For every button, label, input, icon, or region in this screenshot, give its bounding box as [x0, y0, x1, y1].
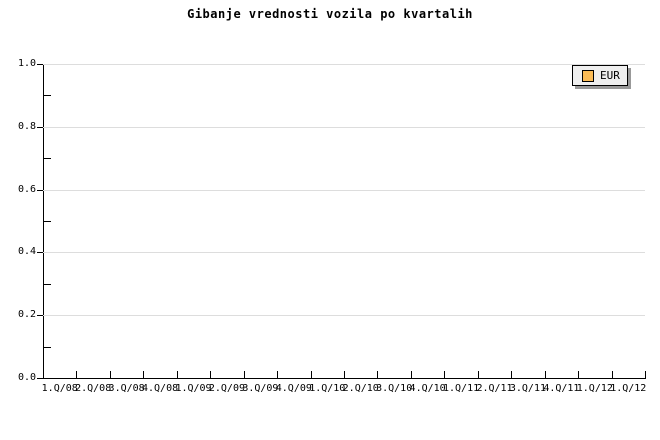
x-axis-tick-label: 3.Q/08 [108, 383, 145, 394]
gridline [43, 64, 645, 65]
x-axis-tick-label: 4.Q/09 [275, 383, 312, 394]
x-axis-tick [612, 371, 613, 378]
x-axis-tick-label: 1.Q/12 [610, 383, 647, 394]
x-axis-tick [478, 371, 479, 378]
x-axis-tick-label: 1.Q/12 [576, 383, 613, 394]
y-axis-tick-label: 0.0 [17, 372, 36, 383]
x-axis-tick-label: 2.Q/09 [208, 383, 245, 394]
x-axis-tick [177, 371, 178, 378]
x-axis-tick-label: 1.Q/11 [442, 383, 480, 394]
gridline [43, 315, 645, 316]
y-axis-major-tick [37, 127, 43, 128]
gridline [43, 127, 645, 128]
x-axis-tick-label: 1.Q/09 [175, 383, 212, 394]
x-axis-tick [444, 371, 445, 378]
y-axis-minor-tick [44, 347, 51, 348]
y-axis-minor-tick [44, 158, 51, 159]
legend-swatch-eur-icon [582, 69, 594, 82]
x-axis-tick-label: 3.Q/10 [376, 383, 413, 394]
y-axis-minor-tick [44, 95, 51, 96]
x-axis-tick [244, 371, 245, 378]
x-axis-tick [76, 371, 77, 378]
x-axis-tick [210, 371, 211, 378]
y-axis-major-tick [37, 252, 43, 253]
x-axis-tick-label: 1.Q/08 [41, 383, 78, 394]
legend-label: EUR [600, 69, 620, 82]
y-axis-major-tick [37, 64, 43, 65]
y-axis-major-tick [37, 190, 43, 191]
x-axis-tick-label: 3.Q/11 [509, 383, 546, 394]
x-axis-tick [578, 371, 579, 378]
x-axis-tick [143, 371, 144, 378]
gridline [43, 252, 645, 253]
y-axis-tick-label: 0.8 [17, 121, 36, 132]
x-axis-tick-label: 2.Q/08 [75, 383, 112, 394]
x-axis-tick-label: 2.Q/11 [476, 383, 513, 394]
x-axis-tick [511, 371, 512, 378]
x-axis-tick [645, 371, 646, 378]
x-axis-tick [110, 371, 111, 378]
x-axis-tick [344, 371, 345, 378]
plot-area [43, 64, 646, 379]
y-axis-tick-label: 0.4 [17, 246, 36, 257]
x-axis-tick-label: 4.Q/11 [543, 383, 580, 394]
x-axis-tick-label: 2.Q/10 [342, 383, 379, 394]
x-axis-tick [377, 371, 378, 378]
y-axis-major-tick [37, 378, 43, 379]
x-axis-tick-label: 3.Q/09 [242, 383, 279, 394]
chart-title: Gibanje vrednosti vozila po kvartalih [187, 7, 473, 21]
y-axis-tick-label: 0.6 [17, 184, 36, 195]
legend: EUR [572, 65, 628, 86]
y-axis-tick-label: 0.2 [17, 309, 36, 320]
gridline [43, 190, 645, 191]
x-axis-tick [277, 371, 278, 378]
y-axis-minor-tick [44, 284, 51, 285]
y-axis-tick-label: 1.0 [17, 58, 36, 69]
x-axis-tick-label: 1.Q/10 [309, 383, 346, 394]
x-axis-tick-label: 4.Q/08 [141, 383, 179, 394]
x-axis-tick [311, 371, 312, 378]
y-axis-minor-tick [44, 221, 51, 222]
y-axis-major-tick [37, 315, 43, 316]
x-axis-tick-label: 4.Q/10 [409, 383, 446, 394]
x-axis-tick [545, 371, 546, 378]
x-axis-tick [411, 371, 412, 378]
